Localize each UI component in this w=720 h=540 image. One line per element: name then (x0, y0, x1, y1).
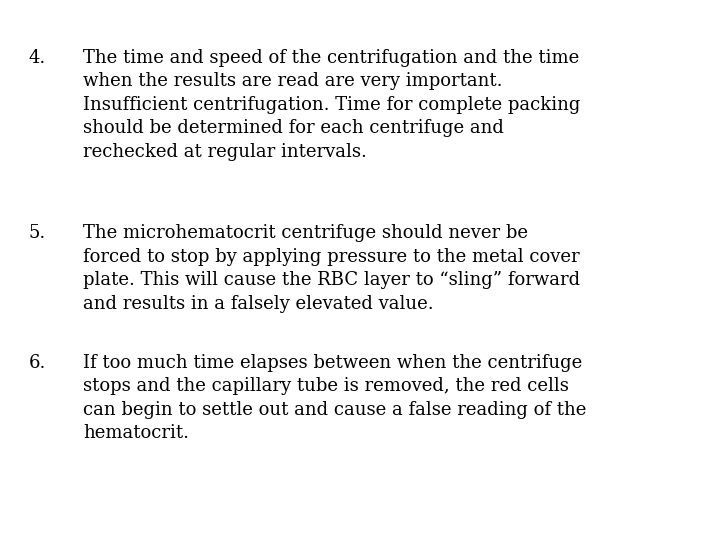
Text: 4.: 4. (29, 49, 46, 66)
Text: The time and speed of the centrifugation and the time
when the results are read : The time and speed of the centrifugation… (83, 49, 580, 161)
Text: The microhematocrit centrifuge should never be
forced to stop by applying pressu: The microhematocrit centrifuge should ne… (83, 224, 580, 313)
Text: 5.: 5. (29, 224, 46, 242)
Text: If too much time elapses between when the centrifuge
stops and the capillary tub: If too much time elapses between when th… (83, 354, 586, 442)
Text: 6.: 6. (29, 354, 46, 372)
